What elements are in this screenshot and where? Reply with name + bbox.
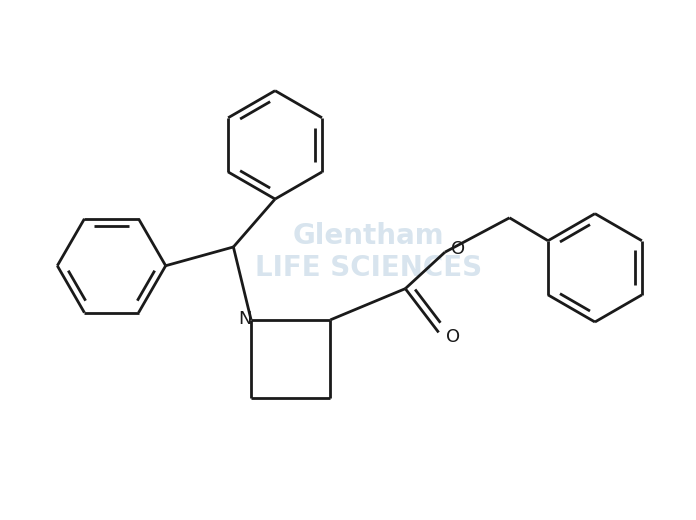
Text: O: O (446, 328, 460, 346)
Text: Glentham
LIFE SCIENCES: Glentham LIFE SCIENCES (255, 222, 482, 282)
Text: O: O (452, 240, 466, 258)
Text: N: N (238, 310, 251, 328)
